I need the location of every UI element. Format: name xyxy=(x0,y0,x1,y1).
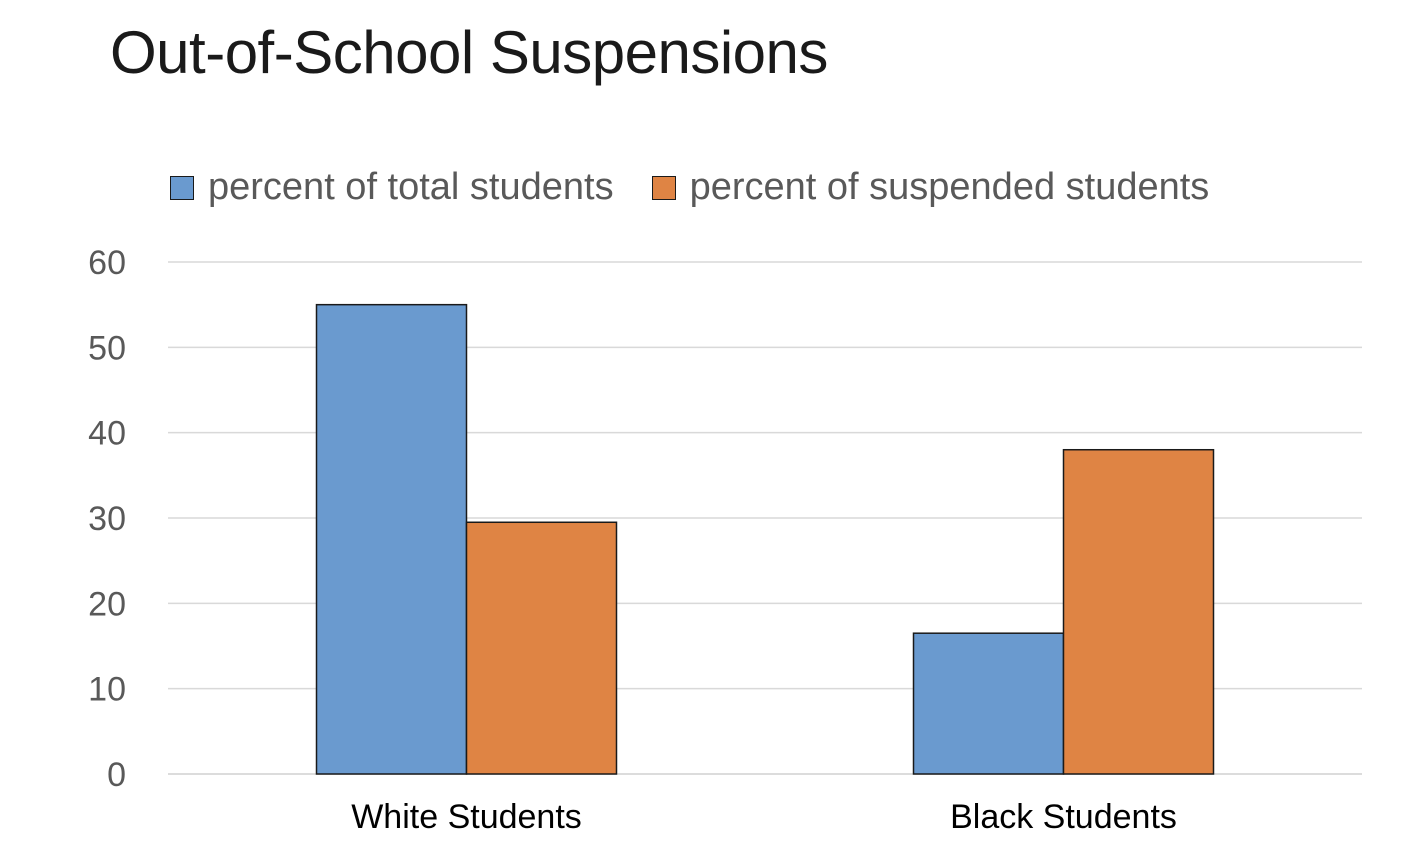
legend-item-suspended: percent of suspended students xyxy=(651,166,1210,209)
bar xyxy=(912,632,1065,775)
chart-title: Out-of-School Suspensions xyxy=(110,19,828,86)
legend-swatch-suspended xyxy=(651,175,676,200)
y-tick-label: 10 xyxy=(88,671,126,709)
y-tick-label: 40 xyxy=(88,415,126,453)
legend-swatch-total xyxy=(170,175,194,200)
bar xyxy=(465,521,618,775)
x-tick-label: Black Students xyxy=(950,798,1177,836)
y-tick-label: 0 xyxy=(107,756,126,794)
legend-item-total: percent of total students xyxy=(170,166,614,209)
y-tick-label: 20 xyxy=(88,585,126,623)
x-tick-label: White Students xyxy=(351,798,582,836)
legend: percent of total students percent of sus… xyxy=(170,166,1247,209)
y-tick-label: 50 xyxy=(88,329,126,367)
bar xyxy=(315,303,468,775)
legend-label-suspended: percent of suspended students xyxy=(689,166,1210,208)
y-tick-label: 30 xyxy=(88,500,126,538)
bar xyxy=(1062,448,1215,775)
y-tick-label: 60 xyxy=(88,244,126,282)
legend-label-total: percent of total students xyxy=(208,166,614,208)
